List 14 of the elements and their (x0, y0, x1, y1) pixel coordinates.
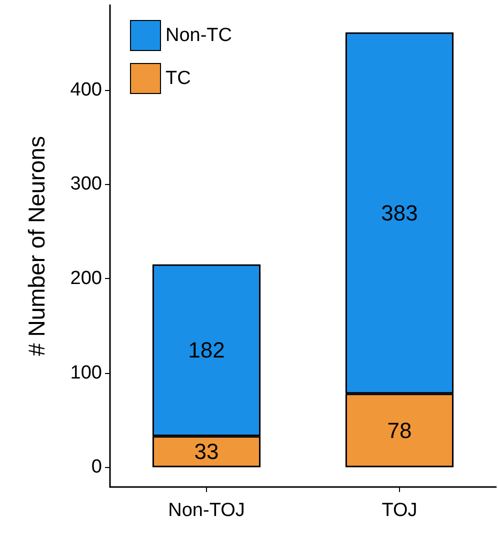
y-tick-label: 400 (70, 79, 102, 100)
y-axis-title: # Number of Neurons (24, 136, 50, 356)
data-label: 182 (188, 338, 225, 363)
x-tick-label: TOJ (382, 500, 418, 521)
y-tick-label: 0 (91, 456, 102, 478)
y-tick-label: 300 (70, 174, 102, 195)
legend-label: TC (166, 68, 191, 89)
x-tick-label: Non-TOJ (168, 500, 245, 521)
data-label: 33 (194, 439, 219, 464)
legend-label: Non-TC (166, 25, 232, 46)
data-label: 383 (381, 200, 418, 226)
y-tick-label: 200 (70, 268, 102, 290)
data-label: 78 (387, 418, 412, 443)
y-tick-label: 100 (70, 362, 102, 384)
